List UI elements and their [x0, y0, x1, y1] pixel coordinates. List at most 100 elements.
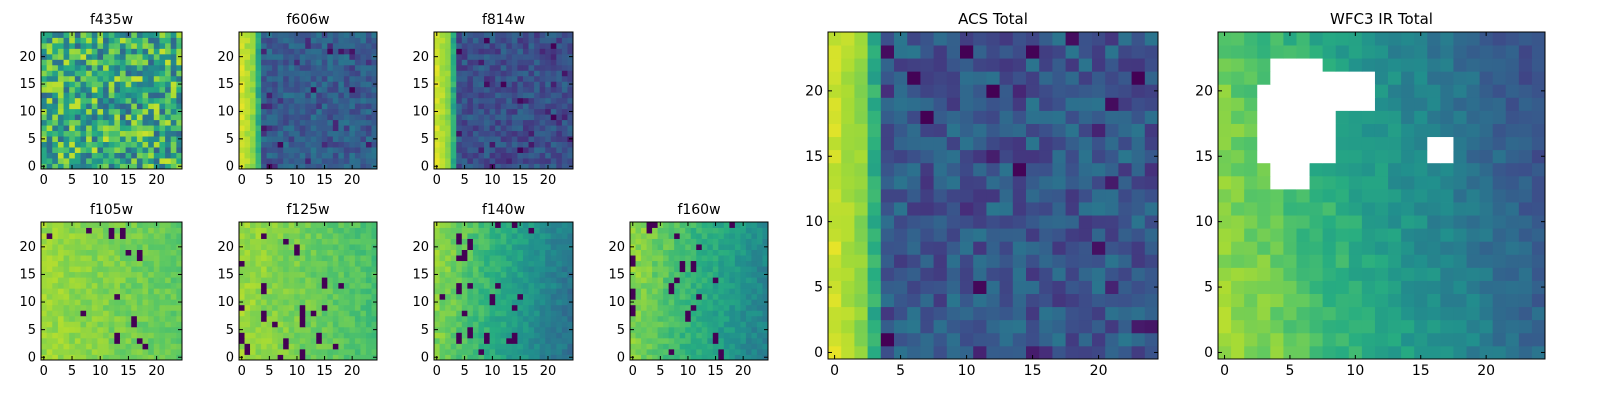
- heatmap-cell: [1052, 228, 1066, 242]
- heatmap-cell: [880, 149, 895, 164]
- heatmap-cell: [561, 32, 568, 38]
- heatmap-cell: [522, 53, 529, 60]
- heatmap-cell: [176, 32, 183, 38]
- heatmap-cell: [973, 306, 987, 321]
- heatmap-cell: [360, 119, 367, 126]
- heatmap-cell: [745, 249, 752, 256]
- heatmap-cell: [534, 103, 541, 110]
- heatmap-cell: [641, 266, 647, 273]
- heatmap-cell: [360, 163, 367, 170]
- heatmap-cell: [528, 108, 535, 115]
- heatmap-cell: [63, 86, 70, 93]
- heatmap-cell: [517, 70, 524, 77]
- heatmap-cell: [142, 354, 149, 361]
- heatmap-cell: [136, 310, 143, 317]
- heatmap-cell: [176, 293, 183, 300]
- heatmap-cell: [894, 267, 908, 281]
- heatmap-cell: [338, 141, 345, 148]
- heatmap-cell: [489, 86, 496, 93]
- heatmap-cell: [332, 321, 339, 328]
- heatmap-cell: [244, 86, 251, 93]
- heatmap-cell: [461, 64, 468, 71]
- heatmap-cell: [114, 64, 121, 71]
- heatmap-cell: [517, 282, 524, 289]
- heatmap-cell: [434, 42, 440, 49]
- heatmap-cell: [1118, 306, 1132, 321]
- heatmap-cell: [69, 70, 76, 77]
- heatmap-cell: [277, 304, 284, 311]
- heatmap-cell: [103, 304, 110, 311]
- heatmap-cell: [321, 238, 328, 245]
- heatmap-cell: [495, 147, 502, 153]
- x-tick-label: 20: [148, 173, 165, 188]
- heatmap-cell: [506, 130, 513, 137]
- heatmap-cell: [46, 103, 53, 110]
- heatmap-cell: [170, 70, 177, 77]
- heatmap-cell: [316, 147, 323, 153]
- heatmap-cell: [299, 108, 306, 115]
- heatmap-cell: [467, 227, 474, 234]
- heatmap-cell: [91, 282, 98, 289]
- heatmap-cell: [142, 141, 149, 148]
- heatmap-cell: [103, 37, 110, 44]
- heatmap-cell: [1118, 162, 1132, 177]
- heatmap-cell: [745, 255, 752, 262]
- heatmap-cell: [52, 103, 59, 110]
- heatmap-cell: [354, 119, 361, 126]
- heatmap-cell: [57, 222, 64, 228]
- heatmap-cell: [828, 162, 842, 177]
- heatmap-cell: [41, 158, 48, 164]
- heatmap-cell: [97, 75, 104, 82]
- heatmap-cell: [690, 293, 697, 300]
- heatmap-cell: [854, 319, 868, 334]
- heatmap-cell: [668, 304, 675, 311]
- heatmap-cell: [46, 152, 53, 159]
- heatmap-cell: [484, 299, 490, 306]
- heatmap-cell: [52, 244, 59, 250]
- heatmap-cell: [343, 299, 350, 306]
- heatmap-cell: [489, 37, 496, 44]
- heatmap-cell: [288, 64, 295, 71]
- heatmap-cell: [63, 147, 70, 153]
- heatmap-cell: [80, 315, 87, 322]
- heatmap-cell: [712, 233, 719, 239]
- heatmap-cell: [148, 249, 155, 256]
- heatmap-cell: [506, 354, 513, 361]
- heatmap-cell: [86, 249, 93, 256]
- heatmap-cell: [277, 266, 284, 273]
- heatmap-cell: [153, 315, 160, 322]
- heatmap-cell: [434, 97, 440, 104]
- heatmap-cell: [170, 125, 177, 132]
- heatmap-cell: [170, 37, 177, 44]
- heatmap-cell: [288, 114, 295, 121]
- heatmap-cell: [740, 255, 747, 262]
- heatmap-cell: [365, 147, 372, 153]
- heatmap-cell: [91, 64, 98, 71]
- heatmap-cell: [635, 266, 642, 273]
- heatmap-cell: [506, 238, 513, 245]
- heatmap-cell: [828, 345, 842, 360]
- heatmap-cell: [57, 64, 64, 71]
- heatmap-cell: [679, 238, 686, 245]
- heatmap-cell: [136, 227, 143, 234]
- heatmap-cell: [528, 119, 535, 126]
- heatmap-cell: [528, 163, 535, 170]
- heatmap-cell: [41, 141, 48, 148]
- heatmap-cell: [522, 130, 529, 137]
- heatmap-cell: [360, 233, 367, 239]
- heatmap-cell: [63, 315, 70, 322]
- heatmap-cell: [545, 59, 552, 66]
- heatmap-cell: [365, 108, 372, 115]
- heatmap-cell: [299, 260, 306, 267]
- heatmap-cell: [332, 304, 339, 311]
- heatmap-cell: [867, 188, 882, 203]
- heatmap-cell: [762, 343, 769, 350]
- heatmap-cell: [635, 293, 642, 300]
- heatmap-cell: [332, 42, 339, 49]
- heatmap-cell: [288, 293, 295, 300]
- heatmap-cell: [456, 310, 463, 317]
- heatmap-cell: [439, 282, 446, 289]
- heatmap-cell: [517, 310, 524, 317]
- heatmap-cell: [701, 282, 708, 289]
- heatmap-cell: [86, 97, 93, 104]
